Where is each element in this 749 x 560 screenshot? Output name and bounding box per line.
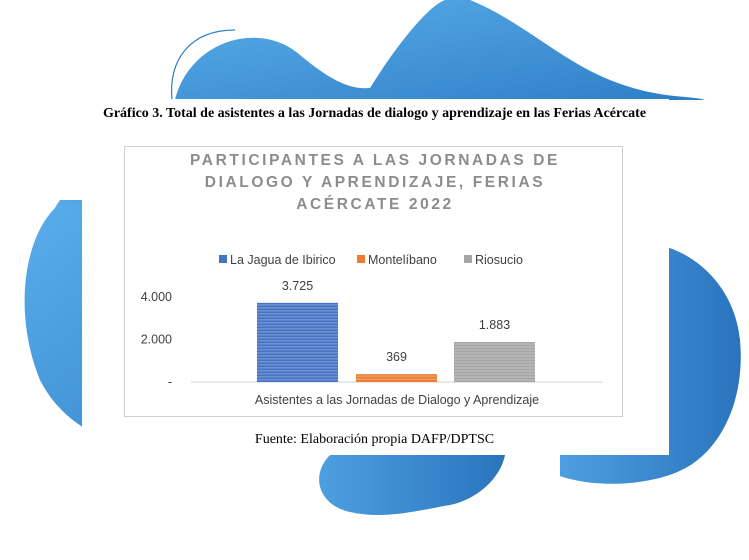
chart-legend: La Jagua de Ibirico Montelíbano Riosucio: [219, 253, 523, 267]
x-axis-categories: Asistentes a las Jornadas de Dialogo y A…: [255, 393, 539, 407]
y-axis-ticks: - 2.000 4.000: [141, 290, 172, 389]
data-label: 1.883: [479, 318, 510, 332]
bars: [257, 302, 535, 382]
data-labels: 3.725 369 1.883: [282, 279, 510, 364]
legend-label: Riosucio: [475, 253, 523, 267]
x-category-label: Asistentes a las Jornadas de Dialogo y A…: [255, 393, 539, 407]
bar-chart: PARTICIPANTES A LAS JORNADAS DE DIALOGO Y…: [141, 152, 603, 407]
legend-swatch: [464, 255, 472, 263]
chart-title-line: DIALOGO Y APRENDIZAJE, FERIAS: [205, 174, 545, 191]
figure-source: Fuente: Elaboración propia DAFP/DPTSC: [254, 432, 495, 447]
chart-title-line: ACÉRCATE 2022: [296, 196, 454, 213]
chart-container: PARTICIPANTES A LAS JORNADAS DE DIALOGO Y…: [124, 146, 623, 417]
top-blob-shape: [175, 0, 705, 100]
figure-caption: Gráfico 3. Total de asistentes a las Jor…: [102, 106, 647, 121]
legend-swatch: [219, 255, 227, 263]
bar-montel-bano: [356, 374, 437, 382]
chart-title-line: PARTICIPANTES A LAS JORNADAS DE: [190, 152, 560, 169]
bar-riosucio: [454, 341, 535, 382]
y-tick-label: 2.000: [141, 333, 172, 347]
data-label: 3.725: [282, 279, 313, 293]
legend-label: Montelíbano: [368, 253, 437, 267]
legend-label: La Jagua de Ibirico: [230, 253, 336, 267]
bar-la-jagua-de-ibirico: [257, 302, 338, 382]
y-tick-label: 4.000: [141, 290, 172, 304]
top-blob-outline: [170, 29, 236, 101]
y-tick-label: -: [168, 375, 172, 389]
data-label: 369: [386, 350, 407, 364]
bottom-blob-shape: [319, 455, 505, 515]
legend-swatch: [357, 255, 365, 263]
chart-title: PARTICIPANTES A LAS JORNADAS DE DIALOGO Y…: [190, 152, 560, 213]
